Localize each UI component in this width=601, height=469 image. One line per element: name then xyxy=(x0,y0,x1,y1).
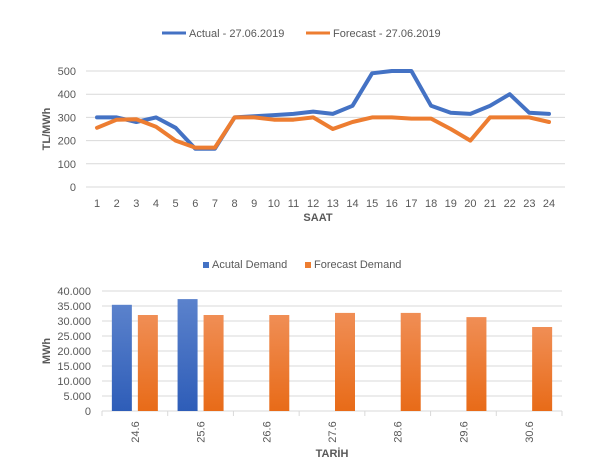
x-tick-label: 12 xyxy=(307,198,319,210)
x-tick-label: 10 xyxy=(268,198,280,210)
legend-label-forecast-demand: Forecast Demand xyxy=(314,259,401,271)
legend-label-actual-demand: Acutal Demand xyxy=(212,259,287,271)
x-tick-label: 22 xyxy=(504,198,516,210)
line-chart-y-ticks: 0 100 200 300 400 500 xyxy=(58,66,76,194)
bar-forecast-demand xyxy=(532,327,553,411)
x-tick-label: 25.6 xyxy=(196,421,208,442)
x-tick-label: 8 xyxy=(232,198,238,210)
bar-forecast-demand xyxy=(335,312,355,411)
x-tick-label: 29.6 xyxy=(458,421,470,442)
x-tick-label: 30.6 xyxy=(524,421,536,442)
line-chart-gridlines xyxy=(86,70,565,188)
x-tick-label: 28.6 xyxy=(393,421,405,442)
y-tick-label: 400 xyxy=(58,89,76,101)
x-tick-label: 15 xyxy=(366,198,378,210)
y-tick-label: 0 xyxy=(85,406,91,418)
line-chart-y-axis-title: TL/MWh xyxy=(41,107,53,150)
y-tick-label: 5.000 xyxy=(63,391,91,403)
bar-actual-demand xyxy=(111,304,132,411)
x-tick-label: 9 xyxy=(251,198,257,210)
x-tick-label: 17 xyxy=(405,198,417,210)
bar-actual-demand xyxy=(177,299,198,411)
x-tick-label: 11 xyxy=(288,198,299,210)
x-tick-label: 4 xyxy=(153,198,159,210)
bar-forecast-demand xyxy=(203,315,224,411)
y-tick-label: 20.000 xyxy=(57,346,91,358)
x-tick-label: 16 xyxy=(386,198,398,210)
bar-chart-x-ticks: 24.6 25.6 26.6 27.6 28.6 29.6 30.6 xyxy=(101,411,563,443)
line-chart-x-axis-title: SAAT xyxy=(303,212,332,224)
bar-chart-bars xyxy=(111,299,553,411)
y-tick-label: 500 xyxy=(58,66,76,78)
y-tick-label: 10.000 xyxy=(57,376,91,388)
x-tick-label: 2 xyxy=(114,198,120,210)
x-tick-label: 27.6 xyxy=(327,421,339,442)
y-tick-label: 40.000 xyxy=(57,286,91,298)
x-tick-label: 6 xyxy=(192,198,198,210)
series-line-forecast xyxy=(95,115,551,150)
y-tick-label: 30.000 xyxy=(57,316,91,328)
bar-chart-gridlines xyxy=(102,290,562,412)
line-chart-x-ticks: 1 2 3 4 5 6 7 8 9 10 11 12 13 14 15 16 17 18 19 20 21 22 23 24 xyxy=(94,198,555,210)
x-tick-label: 14 xyxy=(346,198,358,210)
x-tick-label: 19 xyxy=(445,198,457,210)
legend-label-actual: Actual - 27.06.2019 xyxy=(189,28,284,40)
bar-chart-legend: Acutal Demand Forecast Demand xyxy=(203,259,401,271)
bar-forecast-demand xyxy=(466,317,487,411)
legend-swatch-actual-demand xyxy=(203,262,209,268)
bar-chart-x-axis-title: TARİH xyxy=(316,447,349,460)
x-tick-label: 7 xyxy=(212,198,218,210)
x-tick-label: 1 xyxy=(94,198,100,210)
y-tick-label: 25.000 xyxy=(57,331,91,343)
y-tick-label: 100 xyxy=(58,159,76,171)
x-tick-label: 20 xyxy=(464,198,476,210)
series-line-actual xyxy=(95,69,551,151)
x-tick-label: 24 xyxy=(543,198,555,210)
x-tick-label: 18 xyxy=(425,198,437,210)
x-tick-label: 24.6 xyxy=(130,421,142,442)
bar-chart-y-ticks: 0 5.000 10.000 15.000 20.000 25.000 30.000 35.0… xyxy=(57,286,91,418)
bar-chart: Acutal Demand Forecast Demand 0 5.000 10.0… xyxy=(41,259,563,460)
y-tick-label: 35.000 xyxy=(57,301,91,313)
x-tick-label: 5 xyxy=(173,198,179,210)
x-tick-label: 3 xyxy=(133,198,139,210)
line-chart: Actual - 27.06.2019 Forecast - 27.06.201… xyxy=(41,28,565,224)
line-chart-legend: Actual - 27.06.2019 Forecast - 27.06.201… xyxy=(162,28,441,40)
bar-chart-y-axis-title: MWh xyxy=(41,338,53,365)
bar-forecast-demand xyxy=(269,315,290,411)
legend-label-forecast: Forecast - 27.06.2019 xyxy=(333,28,441,40)
x-tick-label: 21 xyxy=(484,198,496,210)
y-tick-label: 200 xyxy=(58,136,76,148)
x-tick-label: 13 xyxy=(327,198,339,210)
x-tick-label: 26.6 xyxy=(261,421,273,442)
legend-swatch-forecast-demand xyxy=(305,262,311,268)
bar-forecast-demand xyxy=(400,312,421,411)
bar-forecast-demand xyxy=(137,315,158,411)
x-tick-label: 23 xyxy=(523,198,535,210)
line-chart-series xyxy=(95,69,551,151)
y-tick-label: 15.000 xyxy=(57,361,91,373)
y-tick-label: 0 xyxy=(70,182,76,194)
y-tick-label: 300 xyxy=(58,112,76,124)
